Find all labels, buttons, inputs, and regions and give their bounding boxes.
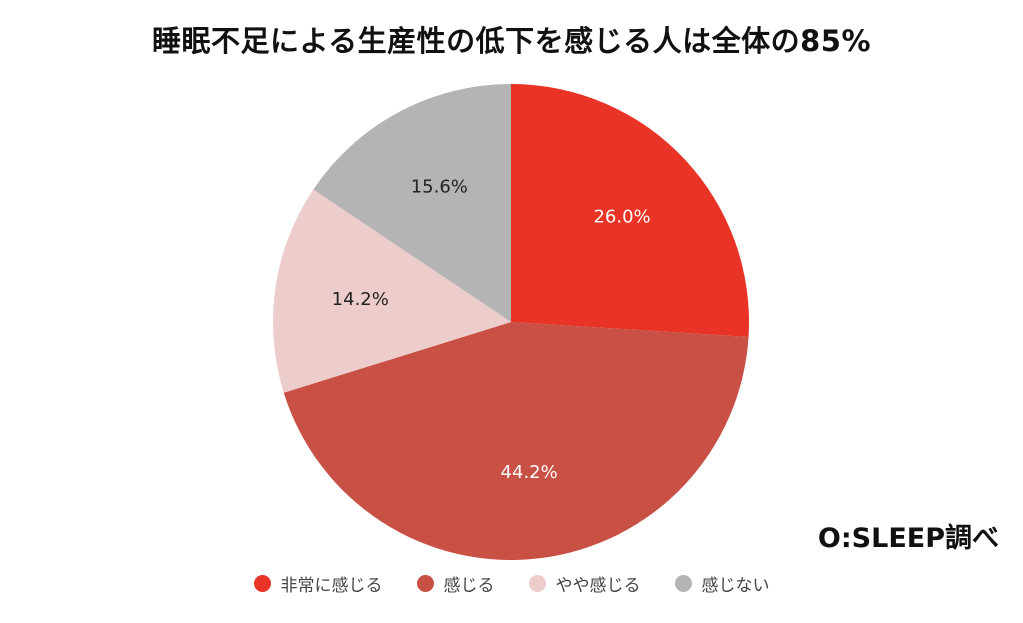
- data-label-2: 44.2%: [501, 462, 558, 483]
- chart-title: 睡眠不足による生産性の低下を感じる人は全体の85%: [151, 24, 872, 58]
- legend-label: 感じない: [701, 576, 770, 596]
- legend-swatch: [416, 575, 434, 592]
- data-label-3: 14.2%: [332, 289, 389, 310]
- legend-item-2: 感じる: [416, 571, 495, 596]
- legend-item-3: やや感じる: [528, 571, 641, 596]
- legend-swatch: [674, 575, 692, 592]
- legend-swatch: [528, 575, 546, 592]
- legend-label: 非常に感じる: [280, 576, 383, 596]
- legend-item-4: 感じない: [674, 571, 770, 596]
- source-credit: O:SLEEP調べ: [817, 523, 999, 554]
- legend-swatch: [253, 575, 271, 592]
- data-label-1: 26.0%: [593, 207, 650, 228]
- legend-item-1: 非常に感じる: [253, 571, 383, 596]
- legend-label: 感じる: [443, 576, 495, 596]
- pie-slice-4: [313, 84, 511, 322]
- pie-slice-3: [273, 189, 511, 393]
- pie-slice-1: [511, 84, 749, 337]
- legend: 非常に感じる 感じる やや感じる 感じない: [0, 571, 1023, 596]
- legend-label: やや感じる: [555, 576, 641, 596]
- pie-slice-2: [283, 322, 749, 560]
- data-label-4: 15.6%: [411, 177, 468, 198]
